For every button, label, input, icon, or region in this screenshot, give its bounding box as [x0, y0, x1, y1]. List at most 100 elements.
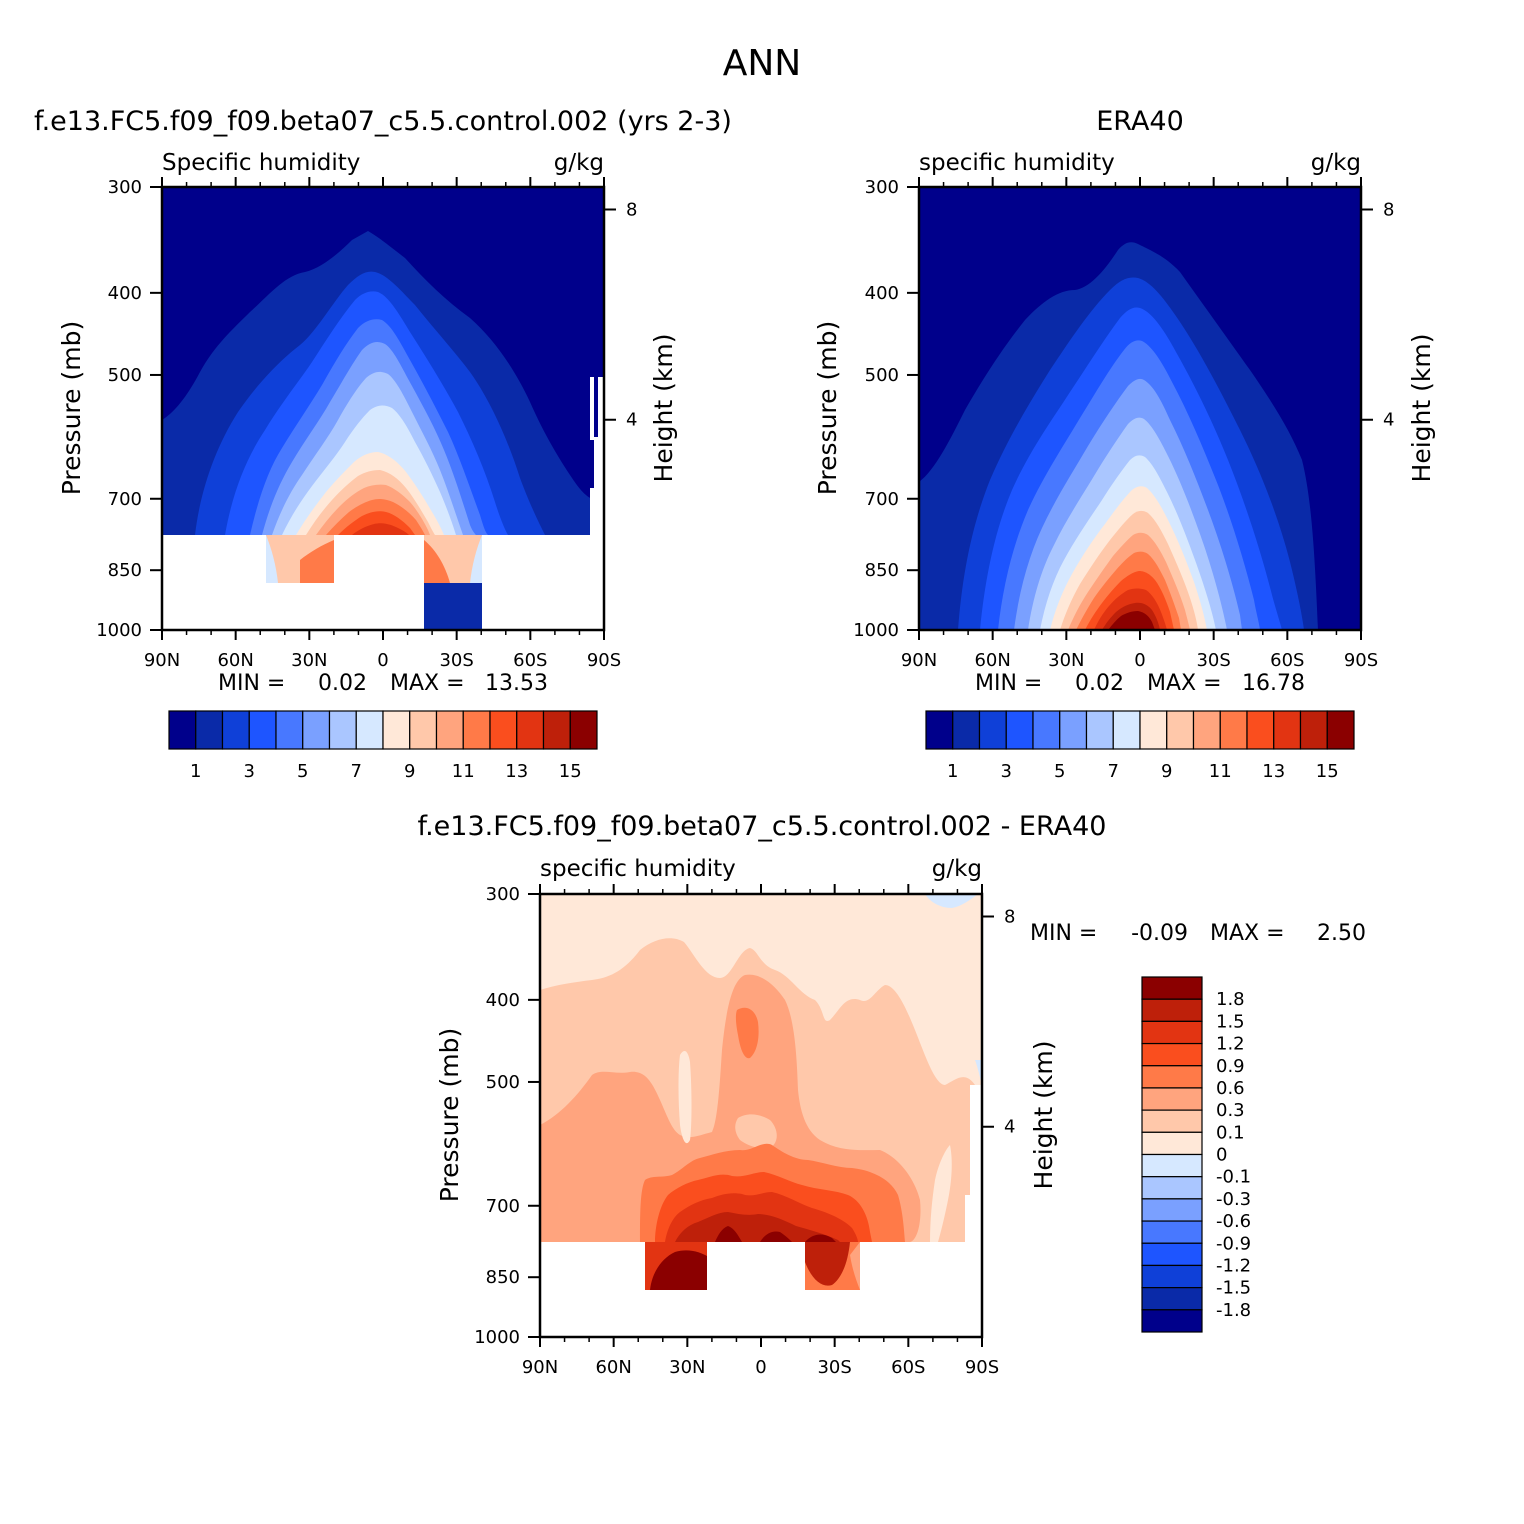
panel-diff-max-label: MAX =: [1210, 921, 1285, 946]
y-tick-label: 500: [865, 365, 899, 386]
panel-obs-ylabel: Pressure (mb): [813, 321, 842, 495]
y-tick-label: 500: [486, 1072, 520, 1093]
colorbar-cell: [1141, 1309, 1203, 1333]
colorbar-cell: [382, 710, 411, 750]
colorbar-cell: [435, 710, 464, 750]
x-tick-label: 60S: [891, 1357, 925, 1378]
obs-contour-15: [1108, 611, 1155, 630]
panel-model-units: g/kg: [554, 150, 604, 176]
colorbar-label: 0.1: [1216, 1122, 1245, 1143]
colorbar-label: 1.8: [1216, 989, 1245, 1010]
colorbar-label: 1: [190, 761, 201, 782]
panel-obs-right-label: Height (km): [1407, 334, 1436, 483]
panel-obs-colorbar: 1 3 5 7 9 11 13 15: [925, 710, 1355, 782]
colorbar-cell: [1141, 1020, 1203, 1045]
y-tick-label: 1000: [474, 1327, 520, 1348]
panel-obs-units: g/kg: [1311, 150, 1361, 176]
colorbar-cell: [195, 710, 224, 750]
colorbar-label: 13: [1262, 761, 1285, 782]
colorbar-label: 7: [1108, 761, 1119, 782]
panel-model-title: f.e13.FC5.f09_f09.beta07_c5.5.control.00…: [34, 106, 732, 137]
x-tick-label: 0: [377, 650, 388, 671]
panel-obs-field: [919, 187, 1361, 630]
panel-model-right-label: Height (km): [649, 334, 678, 483]
panel-diff-axes: 90N 60N 30N 0 30S 60S 90S 300 400 500 700 850 1000 8 4: [474, 884, 1015, 1378]
colorbar-cell: [1141, 1153, 1203, 1178]
colorbar-cell: [221, 710, 250, 750]
panel-model-axes: 90N 60N 30N 0 30S 60S 90S 300 400 500 700 850 1000 8 4: [96, 177, 637, 671]
height-tick-label: 4: [1004, 1117, 1015, 1138]
panel-model-min-label: MIN =: [218, 671, 285, 696]
colorbar-cell: [1141, 1065, 1203, 1089]
height-tick-label: 8: [1383, 199, 1394, 220]
colorbar-cell: [569, 710, 598, 750]
y-tick-label: 850: [486, 1267, 520, 1288]
colorbar-cell: [1246, 710, 1275, 750]
panel-obs-min-label: MIN =: [975, 671, 1042, 696]
y-tick-label: 400: [486, 990, 520, 1011]
colorbar-label: -0.3: [1216, 1189, 1251, 1210]
colorbar-label: 1.5: [1216, 1011, 1245, 1032]
panel-model-field: [162, 187, 604, 630]
colorbar-label: 3: [1001, 761, 1012, 782]
panel-diff-colorbar: 1.81.51.20.90.60.30.10-0.1-0.3-0.6-0.9-1…: [1141, 976, 1251, 1333]
panel-model-variable: Specific humidity: [162, 150, 360, 176]
colorbar-cell: [1059, 710, 1088, 750]
x-tick-label: 0: [755, 1357, 766, 1378]
x-tick-label: 90N: [901, 650, 937, 671]
colorbar-cell: [1141, 1176, 1203, 1200]
y-tick-label: 850: [865, 560, 899, 581]
y-tick-label: 500: [108, 365, 142, 386]
figure-title: ANN: [723, 43, 802, 84]
y-tick-label: 1000: [853, 620, 899, 641]
colorbar-cell: [1166, 710, 1195, 750]
panel-diff-variable: specific humidity: [540, 856, 736, 882]
y-tick-label: 700: [486, 1196, 520, 1217]
colorbar-label: 9: [1161, 761, 1172, 782]
panel-obs-min-value: 0.02: [1075, 671, 1124, 696]
model-contour-13: [352, 523, 409, 535]
colorbar-cell: [328, 710, 357, 750]
y-tick-label: 300: [108, 177, 142, 198]
x-tick-label: 60N: [974, 650, 1010, 671]
y-tick-label: 400: [108, 283, 142, 304]
x-tick-label: 30S: [817, 1357, 851, 1378]
colorbar-cell: [1141, 998, 1203, 1022]
colorbar-cell: [462, 710, 491, 750]
diff-light-strip: [678, 1050, 692, 1144]
colorbar-cell: [978, 710, 1007, 750]
x-tick-label: 90N: [522, 1357, 558, 1378]
y-tick-label: 700: [865, 489, 899, 510]
panel-obs-title: ERA40: [1096, 106, 1184, 137]
y-tick-label: 400: [865, 283, 899, 304]
x-tick-label: 30N: [669, 1357, 705, 1378]
panel-diff-min-label: MIN =: [1030, 921, 1097, 946]
colorbar-cell: [489, 710, 518, 750]
colorbar-cell: [409, 710, 438, 750]
colorbar-label: 0.6: [1216, 1078, 1245, 1099]
colorbar-label: 13: [505, 761, 528, 782]
colorbar-label: -0.6: [1216, 1211, 1251, 1232]
colorbar-cell: [1299, 710, 1328, 750]
diff-mask-right: [860, 1242, 982, 1337]
diff-mask-edge-2: [965, 1195, 971, 1242]
y-tick-label: 700: [108, 489, 142, 510]
model-mask-edge2: [594, 377, 598, 437]
colorbar-label: 11: [452, 761, 475, 782]
model-below-850-right-inner: [424, 540, 450, 583]
y-tick-label: 300: [865, 177, 899, 198]
height-tick-label: 4: [1383, 410, 1394, 431]
diff-light-strip-2: [735, 1114, 777, 1149]
diff-mask-left: [540, 1242, 645, 1337]
diff-negative-edge: [975, 1060, 982, 1085]
colorbar-label: 15: [559, 761, 582, 782]
height-tick-label: 8: [626, 199, 637, 220]
colorbar-cell: [1192, 710, 1221, 750]
colorbar-cell: [1141, 1131, 1203, 1156]
colorbar-label: 1.2: [1216, 1034, 1245, 1055]
model-mask-left: [162, 535, 266, 630]
colorbar-cell: [1141, 1087, 1203, 1111]
colorbar-label: 5: [1054, 761, 1065, 782]
x-tick-label: 60N: [217, 650, 253, 671]
colorbar-label: -1.8: [1216, 1300, 1251, 1321]
